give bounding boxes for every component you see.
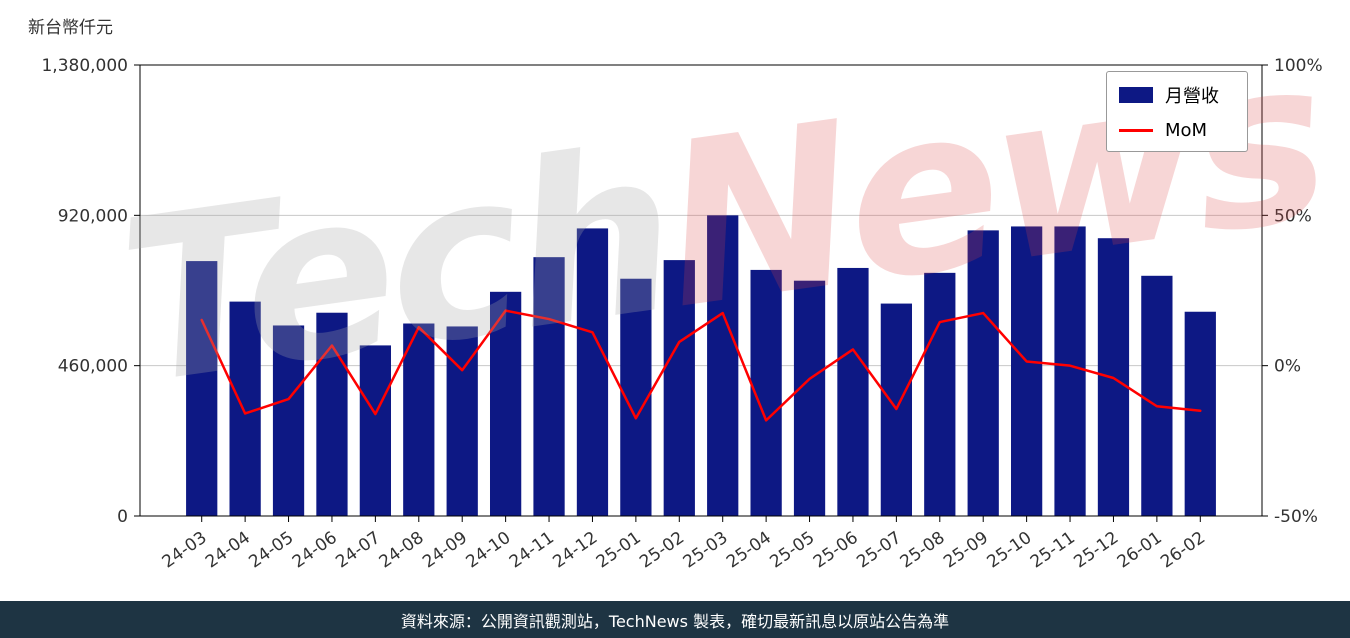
x-tick-label: 24-07 [332,528,384,573]
revenue-bar [663,260,695,516]
x-tick-label: 25-11 [1027,528,1079,573]
revenue-bar [793,280,826,516]
x-tick-label: 24-03 [159,528,211,573]
x-tick-label: 24-08 [376,528,428,573]
revenue-bar [359,345,392,516]
x-tick-label: 24-06 [289,528,341,573]
revenue-bar [316,312,348,516]
x-tick-label: 25-10 [984,528,1036,573]
x-tick-label: 25-01 [593,528,645,573]
x-tick-label: 24-11 [506,528,558,573]
x-tick-label: 25-03 [680,528,732,573]
x-tick-label: 25-02 [636,528,688,573]
footer: 資料來源：公開資訊觀測站，TechNews 製表，確切最新訊息以原站公告為準 [0,601,1350,638]
x-tick-label: 24-10 [463,528,515,573]
x-tick-label: 26-02 [1157,528,1209,573]
revenue-bar-swatch [1119,87,1153,103]
revenue-bar [186,261,218,516]
y-tick-label-right: 50% [1274,206,1312,226]
revenue-bar [446,326,478,516]
x-tick-label: 25-09 [940,528,992,573]
revenue-bar [837,267,869,516]
revenue-bar [967,230,999,516]
y-tick-label-left: 460,000 [58,357,128,377]
y-tick-label-right: 0% [1274,357,1301,377]
y-tick-label-left: 1,380,000 [41,56,128,76]
revenue-bar [272,325,305,516]
revenue-bar [403,323,435,516]
revenue-bar [1184,311,1216,516]
legend-item-mom: MoM [1119,120,1235,141]
revenue-bar [924,272,956,516]
x-tick-label: 24-12 [549,528,601,573]
x-tick-label: 25-04 [723,528,775,573]
revenue-bar [1054,226,1086,516]
mom-line-swatch [1119,129,1153,132]
y-tick-label-left: 920,000 [58,206,128,226]
legend-label-revenue: 月營收 [1165,86,1219,107]
x-tick-label: 25-05 [766,528,818,573]
revenue-bar [1010,226,1043,516]
x-tick-label: 24-05 [245,528,297,573]
plot-frame [139,64,1263,517]
footer-source-text: 資料來源：公開資訊觀測站，TechNews 製表，確切最新訊息以原站公告為準 [400,611,950,631]
revenue-bar [489,291,522,516]
chart-legend: 月營收 MoM [1106,71,1248,152]
legend-label-mom: MoM [1165,120,1208,141]
x-tick-label: 25-07 [853,528,905,573]
revenue-bar [1141,275,1173,516]
legend-item-revenue: 月營收 [1119,82,1235,108]
x-tick-label: 24-09 [419,528,471,573]
x-tick-label: 25-12 [1070,528,1122,573]
x-tick-label: 25-06 [810,528,862,573]
revenue-bar [533,257,565,516]
x-tick-label: 26-01 [1114,528,1166,573]
x-tick-label: 24-04 [202,528,254,573]
revenue-bar [576,228,609,516]
revenue-chart: 0 460,000 920,000 1,380,000 -50% 0% 50% 100% 24-… [41,56,1323,573]
revenue-bar [707,215,739,517]
mom-line [200,309,1202,422]
left-axis-unit-label: 新台幣仟元 [28,18,113,38]
x-tick-label: 25-08 [897,528,949,573]
y-tick-label-left: 0 [117,507,128,527]
y-tick-label-right: -50% [1274,507,1318,527]
y-tick-label-right: 100% [1274,56,1323,76]
